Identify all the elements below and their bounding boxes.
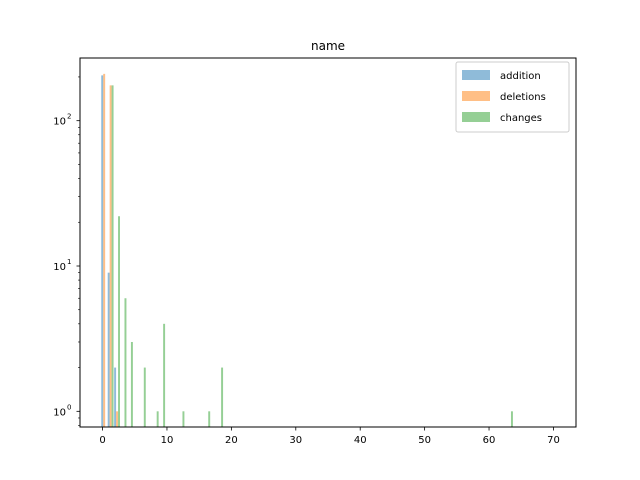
bar-deletions-2 — [116, 411, 119, 427]
x-tick-label-4: 40 — [354, 435, 367, 446]
bar-addition-0 — [101, 75, 104, 427]
bar-changes-10 — [510, 411, 513, 427]
legend-label-deletions: deletions — [500, 92, 546, 103]
x-tick-label-7: 70 — [547, 435, 560, 446]
bar-changes-3 — [130, 341, 133, 427]
bar-changes-5 — [156, 411, 159, 427]
y-tick-exponent-2: 2 — [67, 113, 71, 121]
bar-changes-0 — [111, 85, 114, 428]
legend-swatch-addition — [462, 70, 490, 80]
x-tick-label-2: 20 — [225, 435, 238, 446]
x-tick-label-0: 0 — [99, 435, 105, 446]
legend-label-addition: addition — [500, 71, 541, 82]
y-tick-label-0: 10 — [53, 407, 66, 418]
bar-changes-1 — [118, 216, 120, 427]
y-tick-label-1: 10 — [53, 262, 66, 273]
y-tick-exponent-0: 0 — [67, 403, 71, 411]
legend-label-changes: changes — [500, 113, 542, 124]
chart-title: name — [311, 39, 345, 53]
bar-changes-6 — [163, 323, 166, 427]
bar-addition-2 — [114, 367, 117, 427]
x-tick-label-6: 60 — [483, 435, 496, 446]
bar-changes-4 — [143, 367, 146, 427]
y-tick-label-2: 10 — [53, 117, 66, 128]
x-tick-label-5: 50 — [418, 435, 431, 446]
x-tick-label-1: 10 — [161, 435, 174, 446]
bar-changes-9 — [221, 367, 224, 427]
axes-frame — [79, 57, 577, 428]
bar-deletions-1 — [109, 85, 112, 428]
bars-layer — [101, 73, 513, 428]
legend: addition deletions changes — [455, 61, 570, 133]
bar-deletions-0 — [103, 73, 106, 428]
x-tick-label-3: 30 — [289, 435, 302, 446]
bar-addition-1 — [107, 272, 110, 427]
legend-swatch-changes — [462, 112, 490, 122]
y-tick-exponent-1: 1 — [67, 258, 71, 266]
bar-changes-7 — [182, 411, 185, 427]
bar-changes-2 — [124, 298, 127, 427]
x-axis: 0 10 20 30 40 50 60 70 — [99, 427, 560, 446]
bar-changes-8 — [208, 411, 211, 427]
legend-swatch-deletions — [462, 91, 490, 101]
